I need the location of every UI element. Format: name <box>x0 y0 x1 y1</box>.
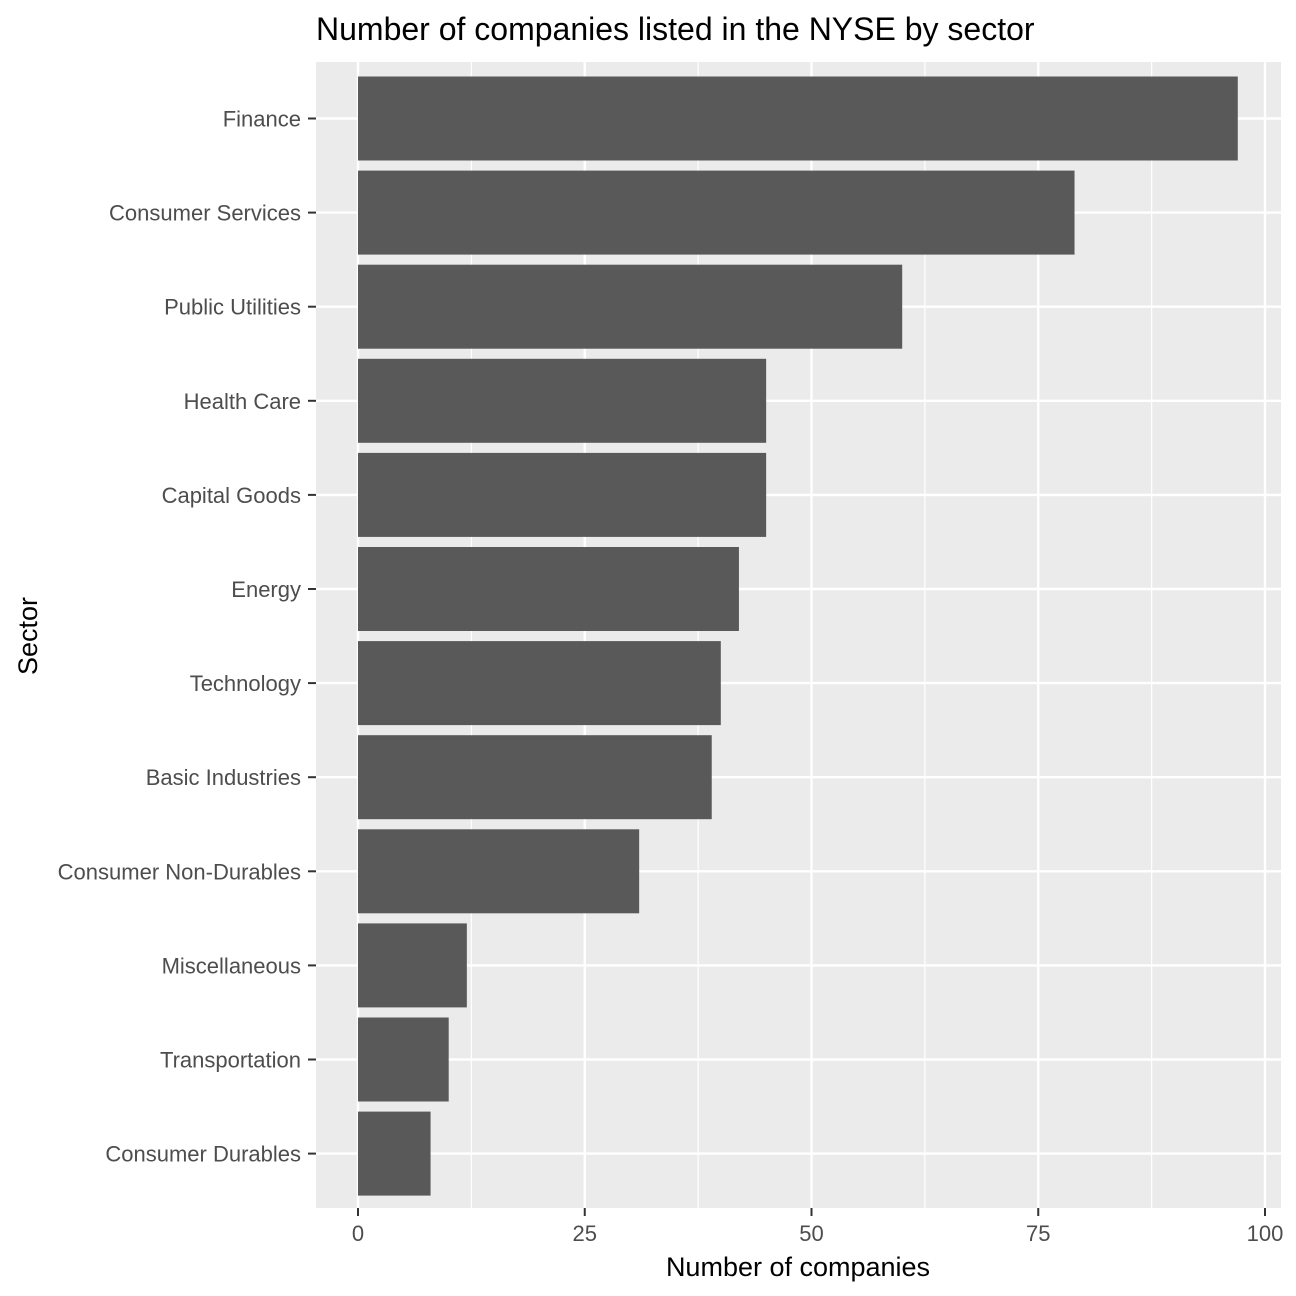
y-tick-label: Transportation <box>160 1048 301 1073</box>
x-tick-label: 75 <box>1026 1221 1050 1246</box>
y-axis-title: Sector <box>13 597 43 675</box>
bar <box>358 358 767 443</box>
chart-title: Number of companies listed in the NYSE b… <box>316 11 1035 47</box>
bar <box>358 735 712 820</box>
bar <box>358 641 721 726</box>
x-axis: 0 25 50 75 100 <box>352 1208 1283 1246</box>
y-tick-label: Consumer Non-Durables <box>58 859 301 884</box>
y-axis: Finance Consumer Services Public Utilities… <box>58 107 316 1167</box>
y-tick-label: Miscellaneous <box>162 953 301 978</box>
bar <box>358 829 640 914</box>
bar <box>358 452 767 537</box>
y-tick-label: Finance <box>223 107 301 132</box>
x-axis-title: Number of companies <box>666 1252 930 1282</box>
y-tick-label: Technology <box>190 671 301 696</box>
x-tick-label: 0 <box>352 1221 364 1246</box>
y-tick-label: Consumer Services <box>109 201 301 226</box>
y-tick-label: Consumer Durables <box>105 1142 301 1167</box>
bar <box>358 547 739 631</box>
bar <box>358 76 1238 161</box>
bars <box>358 76 1238 1196</box>
y-tick-label: Basic Industries <box>146 765 301 790</box>
y-tick-label: Health Care <box>184 389 301 414</box>
bar <box>358 264 903 349</box>
bar <box>358 923 467 1008</box>
x-tick-label: 25 <box>573 1221 597 1246</box>
bar <box>358 1017 449 1102</box>
y-tick-label: Energy <box>231 577 301 602</box>
bar <box>358 1111 431 1196</box>
y-tick-label: Public Utilities <box>164 295 301 320</box>
x-tick-label: 100 <box>1247 1221 1284 1246</box>
x-tick-label: 50 <box>799 1221 823 1246</box>
y-tick-label: Capital Goods <box>162 483 301 508</box>
bar <box>358 170 1075 255</box>
